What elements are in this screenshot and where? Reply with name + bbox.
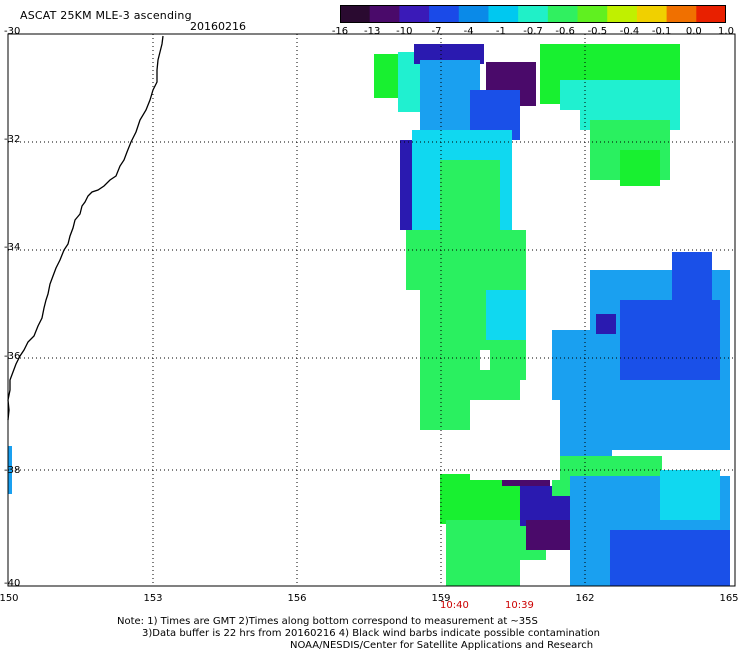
- wind-swath-block: [440, 160, 500, 240]
- note-line-3: NOAA/NESDIS/Center for Satellite Applica…: [290, 640, 594, 651]
- wind-swath-block: [486, 290, 526, 340]
- colorbar-tick-label: -16: [331, 26, 349, 37]
- colorbar-swatch: [636, 5, 668, 23]
- colorbar-swatch: [696, 5, 726, 23]
- map-grid: [8, 34, 735, 586]
- lat-label-32: -32: [4, 134, 21, 145]
- colorbar-tick-label: 1.0: [718, 26, 734, 37]
- lat-label-40: -40: [4, 578, 21, 589]
- colorbar-swatch: [666, 5, 697, 23]
- colorbar-swatch: [577, 5, 608, 23]
- frame: [7, 33, 736, 587]
- colorbar-swatch: [369, 5, 400, 23]
- colorbar-tick-label: -0.4: [619, 26, 640, 37]
- colorbar-tick-label: -4: [463, 26, 474, 37]
- colorbar-swatch: [340, 5, 371, 23]
- lon-label-165: 165: [719, 593, 739, 604]
- colorbar: [340, 5, 726, 23]
- colorbar-swatch: [429, 5, 460, 23]
- colorbar-swatch: [518, 5, 549, 23]
- swath-gap: [480, 350, 490, 370]
- colorbar-tick-label: -0.5: [587, 26, 608, 37]
- colorbar-tick-label: -0.1: [651, 26, 672, 37]
- pass-time-2: 10:39: [505, 600, 534, 611]
- lat-label-30: -30: [4, 26, 21, 37]
- swath-gap: [520, 110, 580, 150]
- colorbar-tick-label: -10: [396, 26, 413, 37]
- swath-gap: [470, 400, 560, 480]
- colorbar-tick-label: 0.0: [685, 26, 702, 37]
- wind-swath-block: [486, 340, 526, 380]
- lat-label-38: -38: [4, 465, 21, 476]
- swath-gap: [520, 560, 550, 586]
- colorbar-tick-label: -7: [431, 26, 442, 37]
- wind-swath-block: [8, 446, 12, 494]
- lat-label-34: -34: [4, 242, 21, 253]
- wind-swath-block: [414, 44, 484, 64]
- lon-label-150: 150: [0, 593, 19, 604]
- colorbar-swatch: [399, 5, 430, 23]
- note-line-2: 3)Data buffer is 22 hrs from 20160216 4)…: [142, 628, 600, 639]
- lon-label-162: 162: [575, 593, 595, 604]
- lon-label-159: 159: [431, 593, 451, 604]
- wind-swath-block: [620, 300, 720, 380]
- colorbar-swatch: [547, 5, 579, 23]
- colorbar-swatch: [607, 5, 638, 23]
- colorbar-swatch: [488, 5, 519, 23]
- lat-label-36: -36: [4, 351, 21, 362]
- wind-swath-block: [610, 530, 730, 586]
- colorbar-swatch: [458, 5, 489, 23]
- colorbar-labels: -16 -13 -10 -7 -4 -1 -0.7 -0.6 -0.5 -0.4 -0.1 0.0 1.…: [331, 26, 734, 38]
- wind-swath-block: [660, 470, 720, 520]
- lon-label-153: 153: [143, 593, 163, 604]
- pass-time-1: 10:40: [440, 600, 469, 611]
- wind-swath-block: [406, 230, 526, 290]
- map-title: ASCAT 25KM MLE-3 ascending: [20, 9, 192, 22]
- map-date: 20160216: [190, 20, 246, 33]
- coastline: [7, 35, 164, 421]
- colorbar-tick-label: -1: [495, 26, 506, 37]
- lon-label-156: 156: [287, 593, 307, 604]
- wind-swath-block: [596, 314, 616, 334]
- colorbar-tick-label: -13: [363, 26, 381, 37]
- wind-swaths: [8, 44, 730, 586]
- colorbar-tick-label: -0.6: [555, 26, 575, 37]
- wind-swath-block: [620, 150, 660, 186]
- colorbar-tick-label: -0.7: [523, 26, 543, 37]
- note-line-1: Note: 1) Times are GMT 2)Times along bot…: [117, 616, 538, 627]
- wind-swath-block: [526, 520, 572, 550]
